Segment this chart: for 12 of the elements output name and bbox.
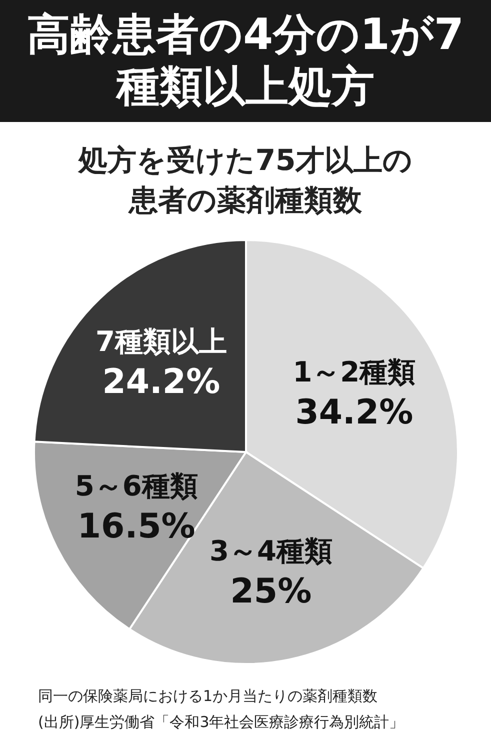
slice-label: 5～6種類 xyxy=(74,470,198,503)
slice-label: 1～2種類 xyxy=(292,356,416,389)
chart-subtitle: 処方を受けた75才以上の患者の薬剤種類数 xyxy=(76,142,414,219)
chart-title: 高齢患者の4分の1が7種類以上処方 xyxy=(26,9,465,113)
slice-label: 7種類以上 xyxy=(95,324,227,358)
data-label: 34.2% xyxy=(295,392,414,433)
text: 同一の保険薬局における1か月当たりの薬剤種類数 xyxy=(38,686,379,707)
text: (出所)厚生労働省「令和3年社会医療診療行為別統計」 xyxy=(38,712,406,733)
data-label: 16.5% xyxy=(77,506,196,547)
slice-label: 3～4種類 xyxy=(209,534,332,568)
data-label: 25% xyxy=(230,571,312,612)
data-label: 24.2% xyxy=(102,362,220,402)
